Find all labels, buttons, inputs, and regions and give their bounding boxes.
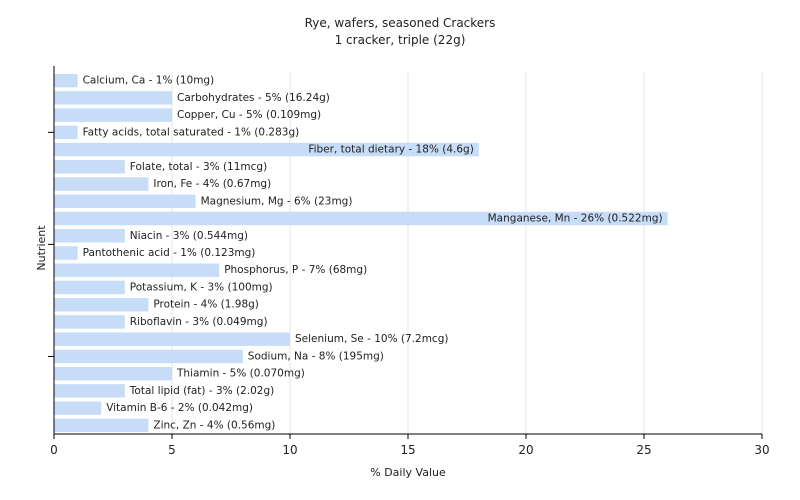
bar [54, 349, 243, 364]
bar-label: Magnesium, Mg - 6% (23mg) [201, 195, 353, 207]
bar-label: Protein - 4% (1.98g) [153, 299, 259, 311]
bar-label: Selenium, Se - 10% (7.2mcg) [295, 333, 448, 345]
x-tick-label: 15 [400, 443, 415, 457]
bar [54, 315, 125, 329]
bar [54, 332, 290, 346]
bar [54, 263, 220, 277]
x-tick-label: 0 [50, 443, 58, 457]
bar [54, 418, 149, 433]
bar [54, 384, 125, 398]
bar-label: Total lipid (fat) - 3% (2.02g) [129, 385, 274, 397]
bar [54, 177, 149, 191]
bar [54, 160, 125, 174]
bar [54, 108, 172, 122]
bar [54, 194, 196, 209]
bar [54, 73, 78, 88]
bar-label: Riboflavin - 3% (0.049mg) [130, 316, 268, 328]
bar-label: Potassium, K - 3% (100mg) [130, 281, 273, 293]
bar [54, 229, 125, 243]
bar [54, 297, 149, 312]
chart-subtitle: 1 cracker, triple (22g) [335, 33, 466, 47]
bar-label: Vitamin B-6 - 2% (0.042mg) [106, 402, 253, 414]
x-tick-label: 30 [754, 443, 769, 457]
bar-label: Zinc, Zn - 4% (0.56mg) [153, 419, 275, 431]
x-tick-label: 10 [282, 443, 297, 457]
x-tick-label: 25 [636, 443, 651, 457]
bar-label: Fatty acids, total saturated - 1% (0.283… [83, 126, 300, 138]
bar-label: Phosphorus, P - 7% (68mg) [224, 264, 367, 276]
bar [54, 211, 668, 226]
bar-label: Fiber, total dietary - 18% (4.6g) [308, 144, 473, 156]
chart-title: Rye, wafers, seasoned Crackers [305, 16, 496, 30]
bar-label: Calcium, Ca - 1% (10mg) [83, 75, 215, 87]
x-tick-label: 5 [168, 443, 176, 457]
bars: Calcium, Ca - 1% (10mg) Carbohydrates - 5… [54, 73, 668, 433]
bar-label: Thiamin - 5% (0.070mg) [176, 368, 305, 380]
bar [54, 142, 479, 157]
bar [54, 246, 78, 260]
bar-label: Carbohydrates - 5% (16.24g) [177, 92, 330, 104]
x-tick-label: 20 [518, 443, 533, 457]
bar [54, 366, 172, 381]
axes: 0 5 10 15 20 25 30 [48, 66, 770, 457]
y-axis-label: Nutrient [35, 225, 48, 271]
bar-label: Niacin - 3% (0.544mg) [130, 230, 248, 242]
bar-label: Folate, total - 3% (11mcg) [130, 161, 267, 173]
bar-label: Manganese, Mn - 26% (0.522mg) [488, 213, 663, 225]
x-axis-label: % Daily Value [370, 466, 446, 479]
bar [54, 91, 172, 105]
bar [54, 125, 78, 140]
bar-label: Pantothenic acid - 1% (0.123mg) [83, 247, 256, 259]
bar-label: Sodium, Na - 8% (195mg) [248, 350, 384, 362]
bar-label: Iron, Fe - 4% (0.67mg) [153, 178, 271, 190]
bar [54, 280, 125, 295]
bar-label: Copper, Cu - 5% (0.109mg) [177, 109, 321, 121]
bar [54, 401, 102, 415]
